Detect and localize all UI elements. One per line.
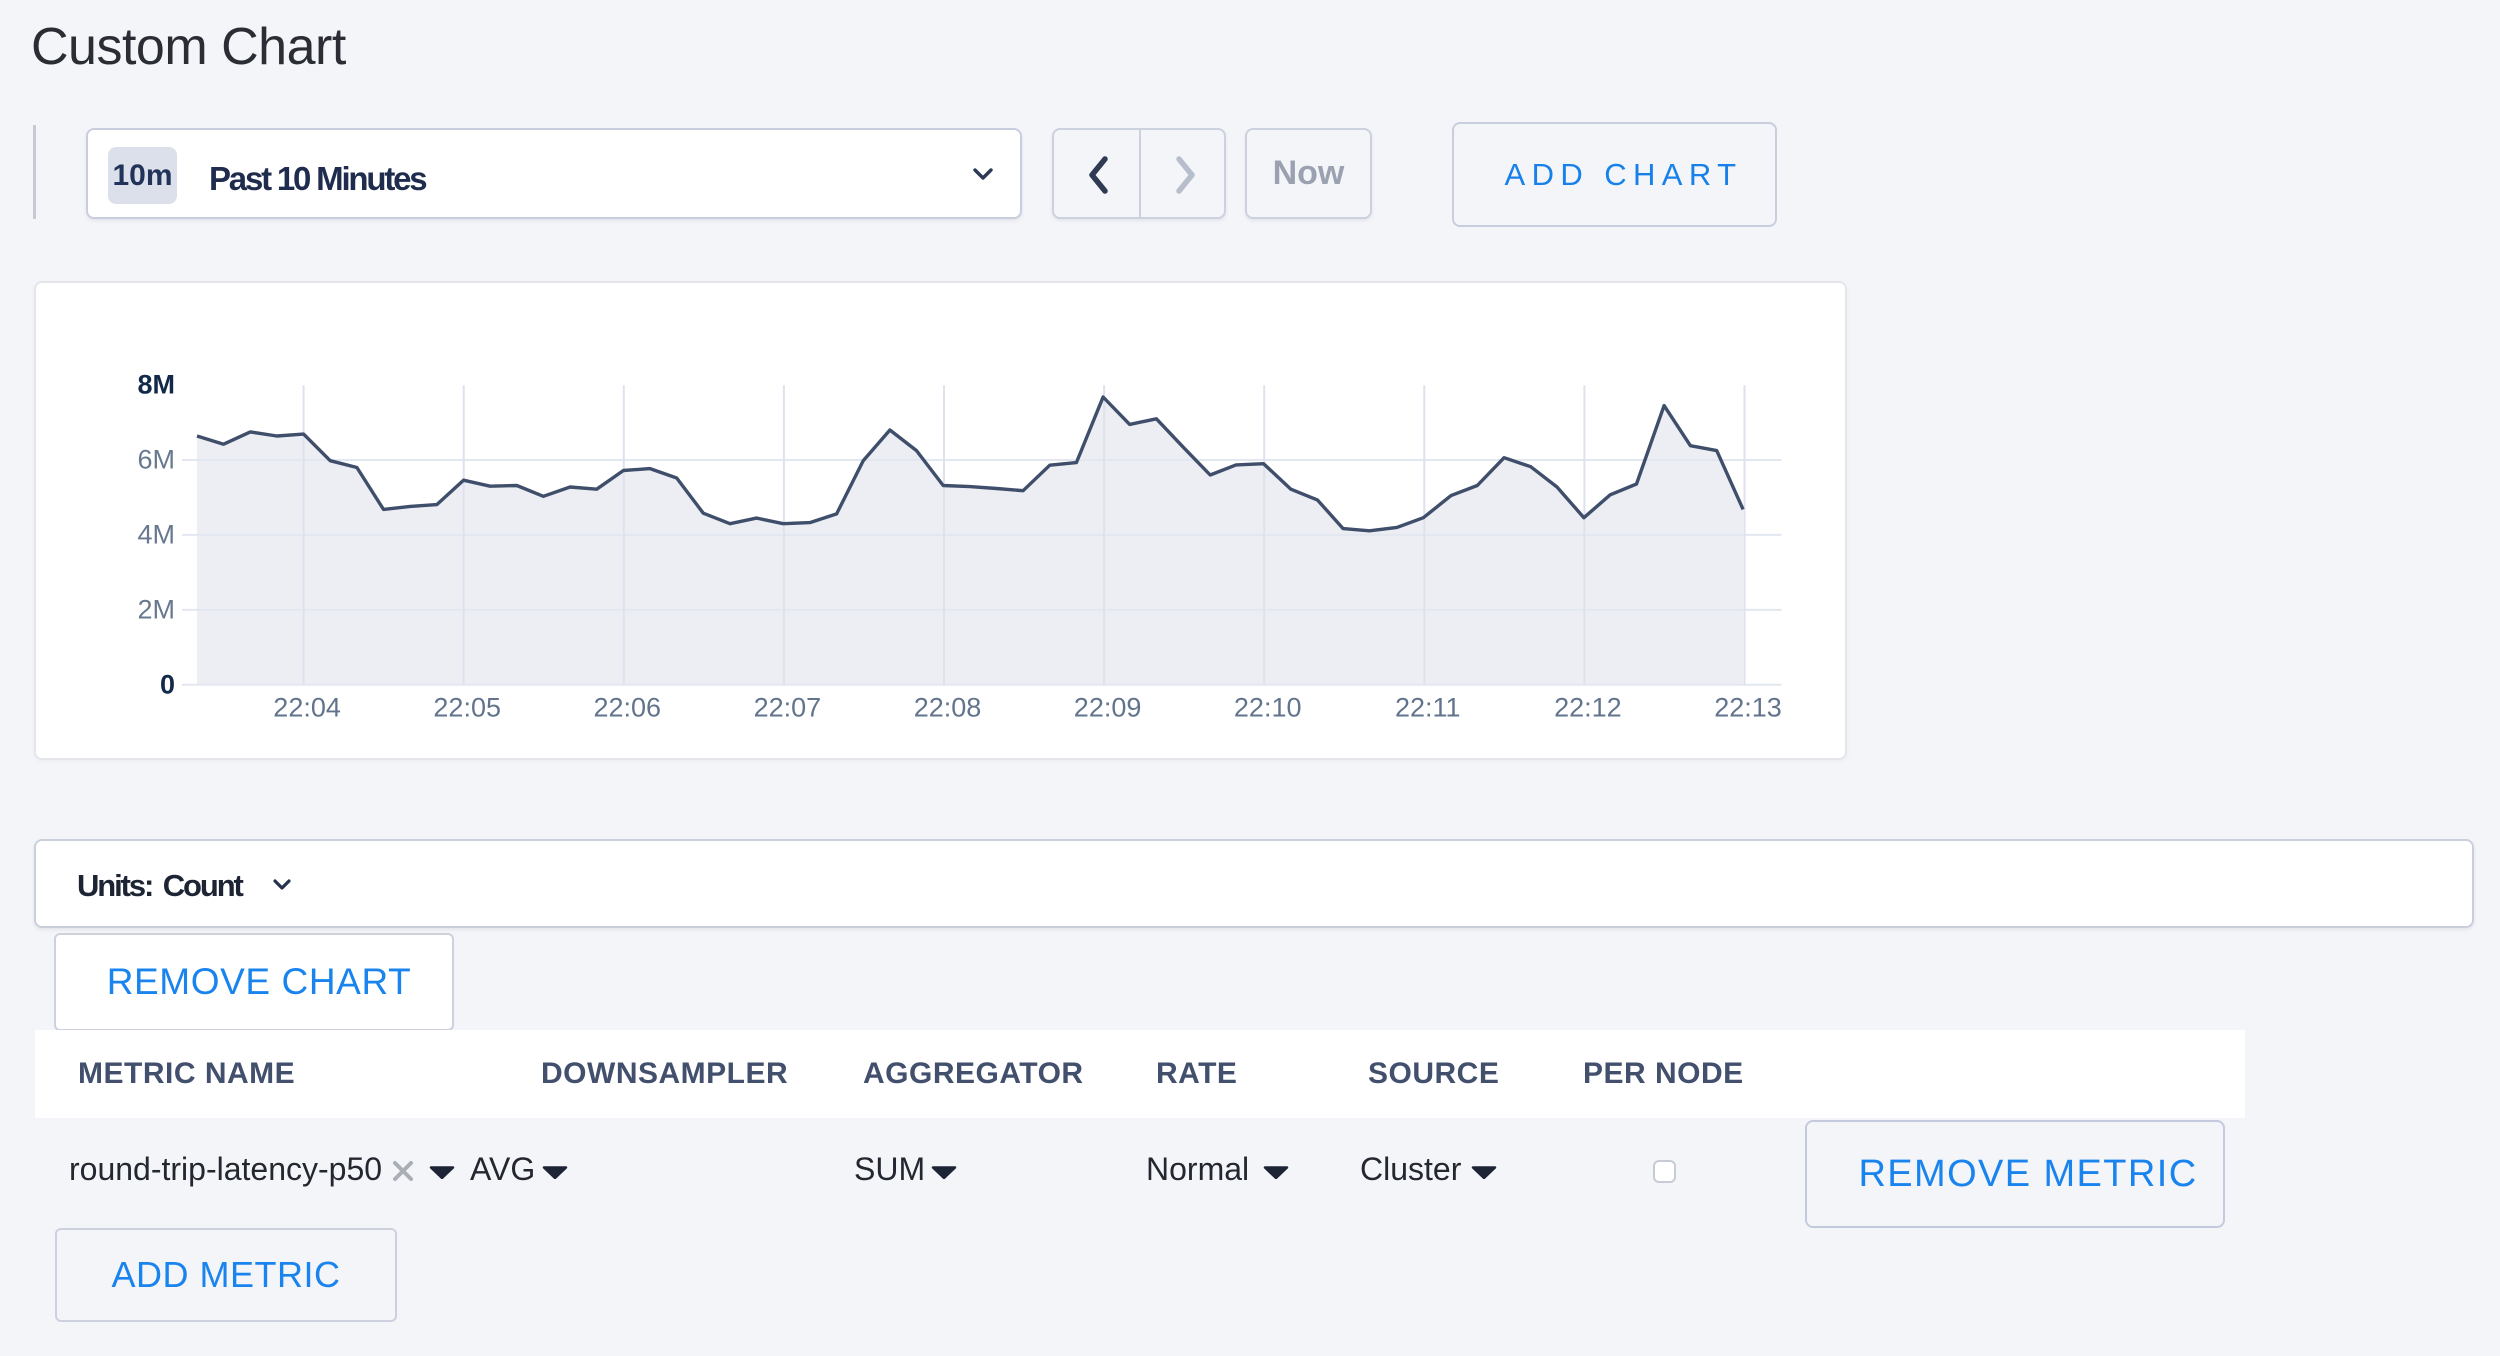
svg-text:4M: 4M (137, 519, 175, 549)
svg-text:2M: 2M (137, 594, 175, 624)
svg-text:22:10: 22:10 (1234, 693, 1302, 723)
svg-text:22:08: 22:08 (914, 693, 982, 723)
svg-text:22:09: 22:09 (1074, 693, 1142, 723)
svg-text:22:06: 22:06 (594, 693, 662, 723)
svg-text:22:13: 22:13 (1714, 693, 1782, 723)
svg-text:22:04: 22:04 (273, 693, 341, 723)
svg-text:0: 0 (160, 669, 175, 699)
svg-text:22:05: 22:05 (433, 693, 501, 723)
svg-text:8M: 8M (137, 370, 175, 400)
svg-text:22:07: 22:07 (754, 693, 822, 723)
svg-text:22:11: 22:11 (1395, 693, 1461, 723)
svg-text:6M: 6M (137, 445, 175, 475)
svg-text:22:12: 22:12 (1554, 693, 1622, 723)
